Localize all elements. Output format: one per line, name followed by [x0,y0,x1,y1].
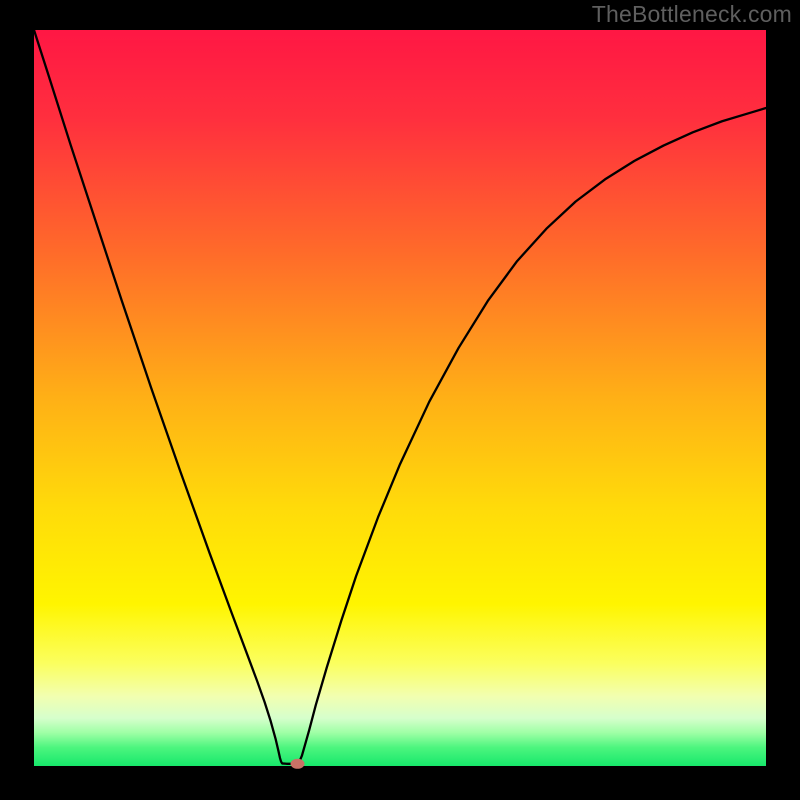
optimal-marker [291,759,305,769]
chart-container: TheBottleneck.com [0,0,800,800]
chart-svg [0,0,800,800]
plot-background [34,30,766,766]
watermark-text: TheBottleneck.com [592,1,792,28]
